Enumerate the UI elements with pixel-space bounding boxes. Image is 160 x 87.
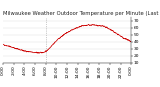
Text: Milwaukee Weather Outdoor Temperature per Minute (Last 24 Hours): Milwaukee Weather Outdoor Temperature pe… [3, 11, 160, 16]
